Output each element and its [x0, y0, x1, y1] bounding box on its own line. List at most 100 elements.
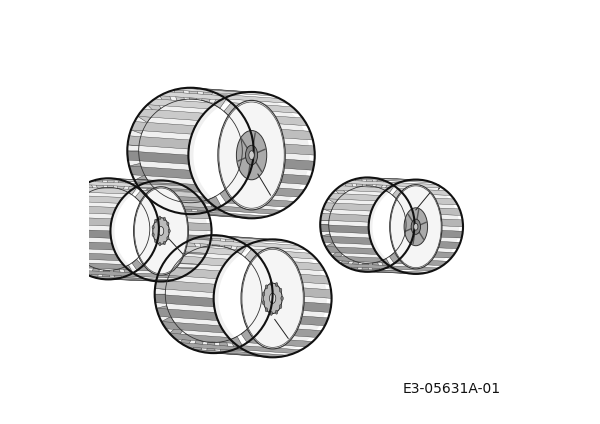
Polygon shape: [155, 280, 215, 293]
Polygon shape: [158, 267, 171, 278]
Polygon shape: [132, 259, 143, 271]
Polygon shape: [170, 326, 182, 339]
Polygon shape: [355, 178, 363, 187]
Polygon shape: [102, 270, 110, 279]
Polygon shape: [372, 262, 380, 271]
Polygon shape: [328, 193, 380, 201]
Polygon shape: [134, 180, 200, 192]
Polygon shape: [58, 217, 68, 225]
Ellipse shape: [158, 226, 164, 235]
Polygon shape: [220, 341, 229, 353]
Polygon shape: [394, 259, 448, 265]
Polygon shape: [126, 273, 185, 278]
Polygon shape: [189, 88, 198, 100]
Polygon shape: [134, 175, 149, 188]
Text: E3-05631A-01: E3-05631A-01: [403, 382, 501, 396]
Polygon shape: [161, 321, 225, 333]
Polygon shape: [173, 245, 186, 259]
Polygon shape: [362, 263, 368, 272]
Polygon shape: [251, 249, 317, 259]
Polygon shape: [183, 202, 192, 214]
Polygon shape: [271, 300, 331, 312]
Ellipse shape: [270, 311, 272, 315]
Polygon shape: [91, 276, 150, 280]
Polygon shape: [148, 99, 161, 113]
Ellipse shape: [167, 222, 169, 226]
Ellipse shape: [411, 219, 421, 234]
Polygon shape: [245, 249, 258, 262]
Polygon shape: [323, 203, 374, 211]
Polygon shape: [170, 333, 235, 343]
Ellipse shape: [404, 208, 428, 245]
Polygon shape: [320, 213, 370, 222]
Ellipse shape: [155, 219, 157, 223]
Polygon shape: [66, 195, 123, 203]
Polygon shape: [127, 151, 139, 160]
Polygon shape: [253, 142, 315, 155]
Polygon shape: [253, 259, 266, 272]
Polygon shape: [174, 88, 184, 101]
Polygon shape: [135, 190, 146, 201]
Polygon shape: [58, 229, 111, 238]
Polygon shape: [238, 127, 252, 139]
Polygon shape: [61, 205, 71, 215]
Polygon shape: [143, 193, 211, 204]
Polygon shape: [64, 248, 75, 259]
Ellipse shape: [159, 243, 161, 246]
Polygon shape: [173, 245, 239, 255]
Polygon shape: [148, 99, 215, 109]
Polygon shape: [127, 151, 189, 164]
Polygon shape: [157, 234, 211, 243]
Polygon shape: [366, 178, 373, 186]
Polygon shape: [214, 94, 226, 108]
Polygon shape: [398, 189, 451, 195]
Polygon shape: [272, 286, 332, 298]
Polygon shape: [403, 251, 455, 258]
Ellipse shape: [270, 281, 272, 285]
Polygon shape: [91, 268, 100, 278]
Polygon shape: [266, 314, 328, 326]
Polygon shape: [258, 326, 322, 338]
Polygon shape: [155, 280, 167, 290]
Polygon shape: [185, 239, 252, 247]
Polygon shape: [221, 351, 288, 357]
Polygon shape: [350, 261, 359, 271]
Polygon shape: [168, 199, 179, 212]
Polygon shape: [74, 187, 132, 194]
Text: 2: 2: [274, 191, 283, 205]
Polygon shape: [131, 122, 196, 134]
Polygon shape: [240, 241, 306, 250]
Polygon shape: [414, 218, 463, 227]
Polygon shape: [238, 186, 304, 197]
Polygon shape: [332, 250, 343, 261]
Polygon shape: [180, 334, 192, 347]
Polygon shape: [145, 243, 156, 252]
Polygon shape: [198, 212, 268, 218]
Polygon shape: [350, 269, 406, 273]
Polygon shape: [320, 178, 459, 272]
Ellipse shape: [414, 223, 418, 230]
Polygon shape: [322, 234, 332, 243]
Polygon shape: [226, 237, 293, 243]
Polygon shape: [107, 179, 115, 188]
Polygon shape: [242, 142, 254, 151]
Polygon shape: [155, 235, 327, 353]
Polygon shape: [168, 210, 238, 217]
Polygon shape: [224, 237, 235, 249]
Ellipse shape: [167, 236, 169, 240]
Polygon shape: [322, 236, 372, 245]
Polygon shape: [366, 178, 422, 180]
Polygon shape: [183, 214, 253, 218]
Ellipse shape: [218, 100, 285, 210]
Ellipse shape: [153, 218, 169, 244]
Polygon shape: [127, 184, 137, 195]
Polygon shape: [59, 241, 114, 250]
Polygon shape: [389, 253, 400, 263]
Polygon shape: [123, 265, 133, 276]
Polygon shape: [143, 185, 157, 199]
Polygon shape: [392, 189, 403, 199]
Polygon shape: [149, 199, 206, 207]
Polygon shape: [115, 278, 174, 281]
Polygon shape: [141, 190, 199, 198]
Ellipse shape: [134, 187, 188, 275]
